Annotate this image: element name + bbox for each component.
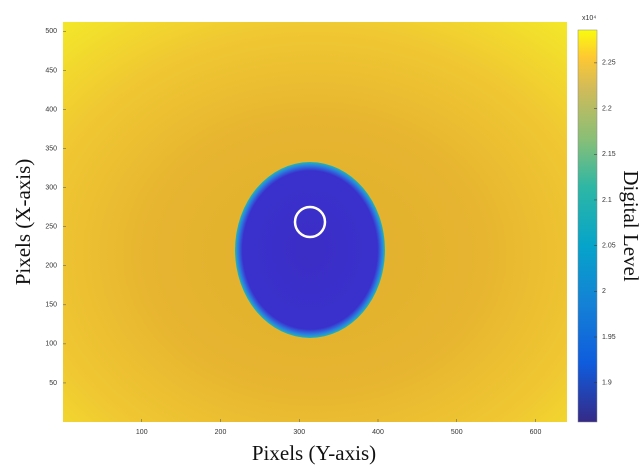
colorbar-label: Digital Level [619,170,639,282]
y-tick-label: 450 [45,67,57,74]
x-tick-label: 400 [372,429,384,436]
y-tick-label: 200 [45,263,57,270]
colorbar [577,29,598,423]
colorbar-tick-label: 2 [602,288,606,295]
x-tick-label: 600 [530,429,542,436]
heatmap-image [63,22,567,422]
colorbar-tick-label: 1.9 [602,380,612,387]
colorbar-tick-label: 2.15 [602,151,616,158]
y-tick-label: 350 [45,145,57,152]
colorbar-tick-label: 2.1 [602,197,612,204]
x-tick-label: 200 [215,429,227,436]
colorbar-tick-label: 1.95 [602,334,616,341]
colorbar-tick-label: 2.25 [602,60,616,67]
y-tick-label: 300 [45,184,57,191]
colorbar-tick-label: 2.05 [602,242,616,249]
x-tick-label: 100 [136,429,148,436]
y-tick-label: 250 [45,224,57,231]
x-tick-label: 300 [293,429,305,436]
x-axis-label: Pixels (Y-axis) [252,441,376,465]
x-tick-label: 500 [451,429,463,436]
y-tick-label: 100 [45,341,57,348]
y-tick-label: 50 [49,380,57,387]
colorbar-exponent: x10⁴ [582,15,596,22]
y-tick-label: 500 [45,28,57,35]
colorbar-tick-label: 2.2 [602,105,612,112]
y-axis-label: Pixels (X-axis) [11,159,35,286]
y-tick-label: 400 [45,106,57,113]
y-tick-label: 150 [45,302,57,309]
